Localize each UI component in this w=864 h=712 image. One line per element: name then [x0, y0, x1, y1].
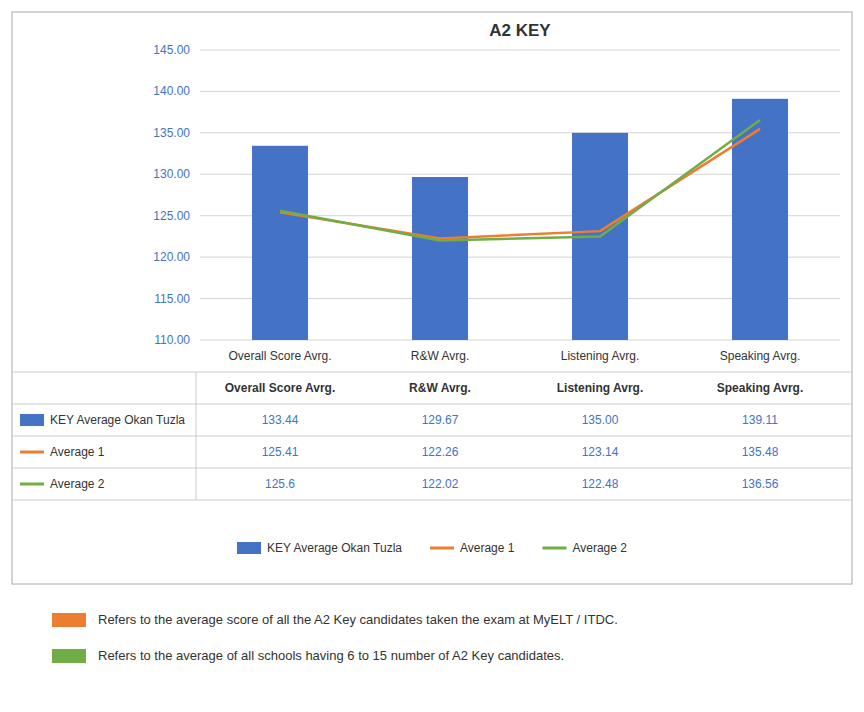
- bar: [252, 146, 308, 340]
- table-row-label: KEY Average Okan Tuzla: [50, 413, 185, 427]
- legend-swatch: [20, 451, 44, 454]
- table-value: 129.67: [422, 413, 459, 427]
- legend-swatch: [237, 542, 261, 554]
- legend-label: KEY Average Okan Tuzla: [267, 541, 402, 555]
- y-tick-label: 130.00: [153, 167, 190, 181]
- table-row-label: Average 1: [50, 445, 105, 459]
- line: [280, 129, 760, 239]
- x-tick-label: Speaking Avrg.: [720, 349, 801, 363]
- bar: [412, 177, 468, 340]
- y-tick-label: 110.00: [154, 333, 190, 347]
- table-header: R&W Avrg.: [409, 381, 471, 395]
- grid-line: [200, 50, 840, 51]
- legend-swatch: [430, 547, 454, 550]
- y-tick-label: 120.00: [153, 250, 190, 264]
- table-value: 133.44: [262, 413, 299, 427]
- title: A2 KEY: [489, 21, 551, 40]
- note-swatch: [52, 613, 86, 627]
- legend-label: Average 2: [572, 541, 627, 555]
- line: [280, 120, 760, 240]
- note-swatch: [52, 649, 86, 663]
- plot-area: [252, 99, 788, 340]
- y-tick-label: 140.00: [153, 84, 190, 98]
- table-rule: [12, 468, 852, 469]
- legend: KEY Average Okan Tuzla Average 1 Average 2: [267, 541, 627, 555]
- table-value: 135.48: [742, 445, 779, 459]
- x-tick-label: Overall Score Avrg.: [228, 349, 331, 363]
- y-tick-label: 145.00: [153, 43, 190, 57]
- legend-swatch: [20, 483, 44, 486]
- legend-swatch: [542, 547, 566, 550]
- y-tick-label: 115.00: [154, 292, 190, 306]
- table-rule: [12, 436, 852, 437]
- table-value: 136.56: [742, 477, 779, 491]
- chart: A2 KEY 110.00 115.00 120.00 125.00 130.00 135.…: [0, 0, 864, 712]
- y-tick-label: 125.00: [153, 209, 190, 223]
- table-value: 125.6: [265, 477, 295, 491]
- table-header: Listening Avrg.: [557, 381, 643, 395]
- x-tick-label: Listening Avrg.: [561, 349, 640, 363]
- table-header: Overall Score Avrg.: [225, 381, 336, 395]
- table-value: 122.48: [582, 477, 619, 491]
- legend-swatch: [20, 414, 44, 426]
- border-box: [12, 12, 852, 584]
- note: Refers to the average score of all the A…: [98, 612, 618, 627]
- table-header: Speaking Avrg.: [717, 381, 803, 395]
- table-value: 122.26: [422, 445, 459, 459]
- table-row-label: Average 2: [50, 477, 105, 491]
- table-value: 122.02: [422, 477, 459, 491]
- table-value: 139.11: [742, 413, 778, 427]
- table-value: 135.00: [582, 413, 619, 427]
- table-value: 123.14: [582, 445, 619, 459]
- y-tick-label: 135.00: [153, 126, 190, 140]
- x-tick-label: R&W Avrg.: [411, 349, 469, 363]
- grid: [200, 50, 840, 340]
- table-rule: [12, 372, 852, 373]
- table-rule: [12, 500, 852, 501]
- table-rule: [196, 372, 197, 500]
- legend-label: Average 1: [460, 541, 515, 555]
- table-value: 125.41: [262, 445, 299, 459]
- table-rule: [12, 404, 852, 405]
- note: Refers to the average of all schools hav…: [98, 648, 564, 663]
- grid-line: [200, 91, 840, 92]
